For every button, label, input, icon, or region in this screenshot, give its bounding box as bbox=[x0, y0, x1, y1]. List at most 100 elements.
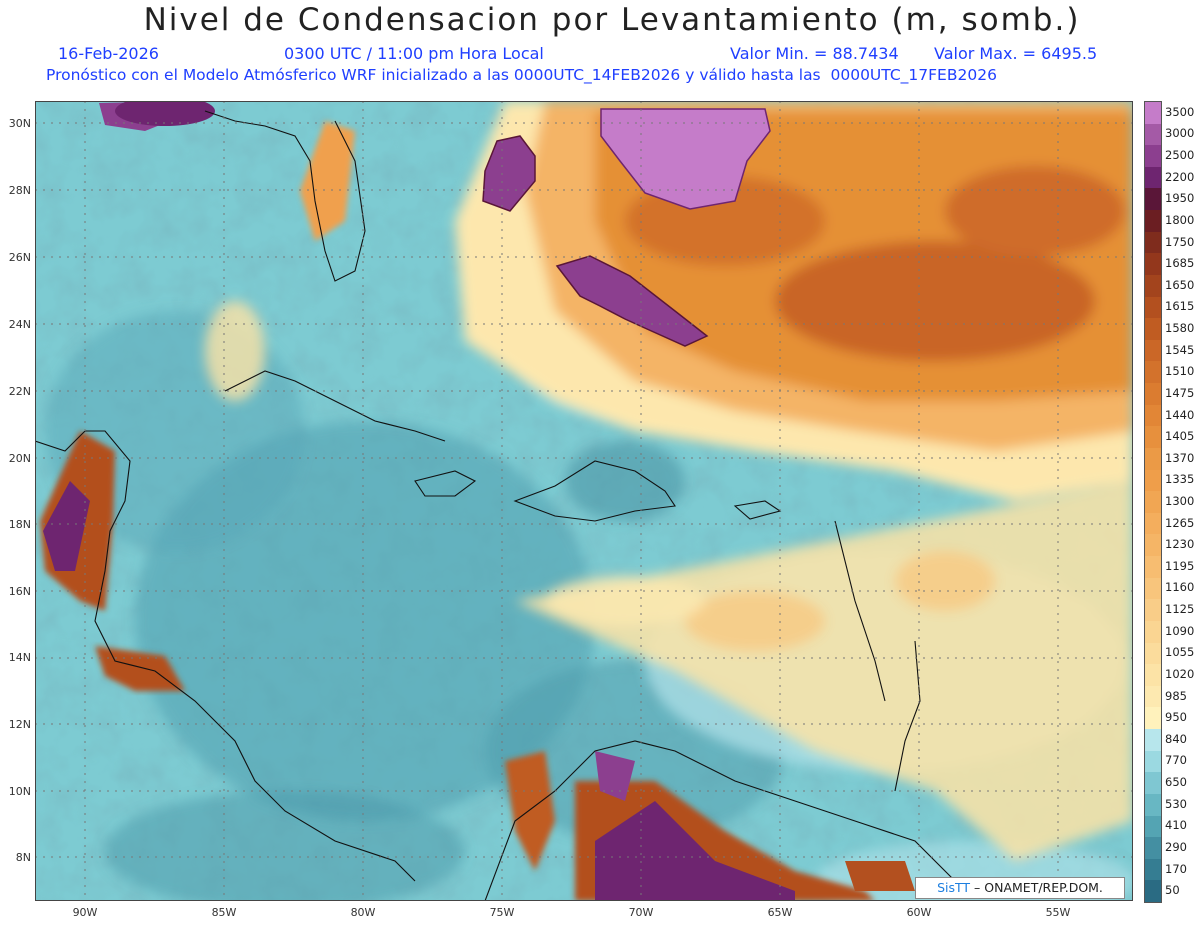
colorbar-label: 1125 bbox=[1165, 602, 1195, 617]
colorbar bbox=[1144, 101, 1162, 903]
colorbar-label: 1510 bbox=[1165, 364, 1195, 379]
colorbar-swatch bbox=[1145, 383, 1161, 406]
colorbar-swatch bbox=[1145, 793, 1161, 816]
lat-label: 24N bbox=[8, 318, 31, 331]
map-title: Nivel de Condensacion por Levantamiento … bbox=[143, 2, 1081, 38]
colorbar-swatch bbox=[1145, 642, 1161, 665]
forecast-map bbox=[35, 101, 1133, 901]
min-value: Valor Min. = 88.7434 bbox=[730, 44, 899, 63]
colorbar-swatch bbox=[1145, 469, 1161, 492]
lon-label: 85W bbox=[211, 906, 237, 919]
colorbar-swatch bbox=[1145, 274, 1161, 298]
colorbar-label: 770 bbox=[1165, 753, 1187, 768]
colorbar-swatch bbox=[1145, 772, 1161, 795]
colorbar-swatch bbox=[1145, 577, 1161, 600]
colorbar-label: 1475 bbox=[1165, 385, 1195, 400]
colorbar-swatch bbox=[1145, 339, 1161, 362]
colorbar-label: 1580 bbox=[1165, 321, 1195, 336]
colorbar-swatch bbox=[1145, 707, 1161, 730]
graticule bbox=[35, 101, 1133, 901]
coastlines bbox=[35, 110, 966, 901]
lon-label: 60W bbox=[906, 906, 932, 919]
lon-label: 80W bbox=[350, 906, 376, 919]
lat-label: 30N bbox=[8, 117, 31, 130]
sistt-logo: SisTT bbox=[937, 880, 971, 895]
model-subtitle: Pronóstico con el Modelo Atmósferico WRF… bbox=[46, 66, 997, 84]
forecast-date: 16-Feb-2026 bbox=[58, 44, 159, 63]
colorbar-swatch bbox=[1145, 556, 1161, 579]
colorbar-label: 840 bbox=[1165, 731, 1187, 746]
lat-label: 10N bbox=[8, 785, 31, 798]
lon-label: 65W bbox=[767, 906, 793, 919]
colorbar-swatch bbox=[1145, 102, 1161, 125]
colorbar-label: 2200 bbox=[1165, 169, 1195, 184]
lon-label: 55W bbox=[1045, 906, 1071, 919]
colorbar-swatch bbox=[1145, 296, 1161, 319]
colorbar-label: 1800 bbox=[1165, 212, 1195, 227]
lat-label: 26N bbox=[8, 251, 31, 264]
colorbar-label: 1650 bbox=[1165, 277, 1195, 292]
colorbar-label: 3500 bbox=[1165, 104, 1195, 119]
colorbar-swatch bbox=[1145, 729, 1161, 752]
colorbar-label: 1090 bbox=[1165, 623, 1195, 638]
lat-label: 22N bbox=[8, 385, 31, 398]
credit-text: – ONAMET/REP.DOM. bbox=[974, 880, 1103, 895]
credit-box: SisTT – ONAMET/REP.DOM. bbox=[915, 877, 1125, 899]
colorbar-label: 2500 bbox=[1165, 148, 1195, 163]
colorbar-label: 50 bbox=[1165, 883, 1180, 898]
map-frame bbox=[35, 101, 1133, 901]
colorbar-label: 1685 bbox=[1165, 256, 1195, 271]
lon-label: 75W bbox=[489, 906, 515, 919]
colorbar-label: 985 bbox=[1165, 688, 1187, 703]
colorbar-swatch bbox=[1145, 426, 1161, 449]
lat-label: 12N bbox=[8, 718, 31, 731]
colorbar-swatch bbox=[1145, 534, 1161, 557]
max-value: Valor Max. = 6495.5 bbox=[934, 44, 1098, 63]
colorbar-swatch bbox=[1145, 685, 1161, 708]
lat-label: 8N bbox=[15, 851, 31, 864]
lat-label: 18N bbox=[8, 518, 31, 531]
colorbar-label: 1370 bbox=[1165, 450, 1195, 465]
colorbar-label: 1230 bbox=[1165, 537, 1195, 552]
colorbar-label: 1160 bbox=[1165, 580, 1195, 595]
colorbar-swatch bbox=[1145, 318, 1161, 341]
colorbar-label: 1615 bbox=[1165, 299, 1195, 314]
colorbar-label: 290 bbox=[1165, 839, 1187, 854]
colorbar-label: 650 bbox=[1165, 775, 1187, 790]
colorbar-swatch bbox=[1145, 447, 1161, 471]
colorbar-swatch bbox=[1145, 858, 1161, 881]
colorbar-swatch bbox=[1145, 166, 1161, 189]
colorbar-label: 1195 bbox=[1165, 558, 1195, 573]
colorbar-swatch bbox=[1145, 210, 1161, 233]
colorbar-swatch bbox=[1145, 123, 1161, 146]
colorbar-label: 3000 bbox=[1165, 126, 1195, 141]
colorbar-label: 1440 bbox=[1165, 407, 1195, 422]
lat-label: 20N bbox=[8, 452, 31, 465]
lat-label: 16N bbox=[8, 585, 31, 598]
colorbar-label: 1750 bbox=[1165, 234, 1195, 249]
lat-label: 28N bbox=[8, 184, 31, 197]
colorbar-label: 1545 bbox=[1165, 342, 1195, 357]
colorbar-label: 1020 bbox=[1165, 666, 1195, 681]
colorbar-label: 530 bbox=[1165, 796, 1187, 811]
forecast-time: 0300 UTC / 11:00 pm Hora Local bbox=[284, 44, 544, 63]
colorbar-label: 1950 bbox=[1165, 191, 1195, 206]
colorbar-swatch bbox=[1145, 599, 1161, 622]
colorbar-swatch bbox=[1145, 253, 1161, 276]
colorbar-swatch bbox=[1145, 491, 1161, 514]
colorbar-swatch bbox=[1145, 361, 1161, 384]
colorbar-label: 1335 bbox=[1165, 472, 1195, 487]
colorbar-swatch bbox=[1145, 880, 1161, 903]
colorbar-swatch bbox=[1145, 815, 1161, 838]
lon-label: 70W bbox=[628, 906, 654, 919]
colorbar-swatch bbox=[1145, 145, 1161, 168]
colorbar-label: 1265 bbox=[1165, 515, 1195, 530]
lon-label: 90W bbox=[72, 906, 98, 919]
colorbar-swatch bbox=[1145, 620, 1161, 644]
colorbar-label: 1405 bbox=[1165, 429, 1195, 444]
colorbar-swatch bbox=[1145, 404, 1161, 427]
colorbar-swatch bbox=[1145, 231, 1161, 254]
colorbar-swatch bbox=[1145, 664, 1161, 687]
colorbar-label: 950 bbox=[1165, 710, 1187, 725]
colorbar-label: 170 bbox=[1165, 861, 1187, 876]
